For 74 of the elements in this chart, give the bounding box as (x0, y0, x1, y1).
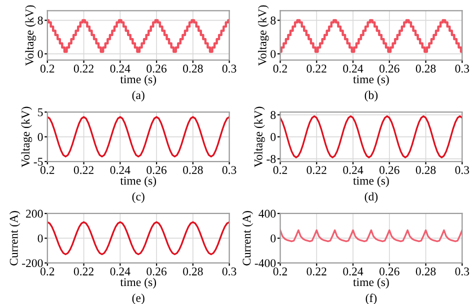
x-axis-title: time (s) (120, 74, 156, 86)
x-tick-label: 0.2 (40, 166, 54, 174)
x-tick-label: 0.26 (146, 64, 167, 73)
x-tick-label: 0.24 (343, 166, 364, 174)
x-tick-label: 0.26 (146, 166, 167, 174)
y-axis-title: Current (A) (242, 211, 254, 266)
y-tick-label: 8 (270, 111, 276, 120)
y-tick-label: 8 (38, 16, 43, 24)
x-tick-label: 0.3 (222, 64, 236, 73)
x-tick-label: 0.3 (455, 166, 470, 174)
text: (b) (364, 90, 378, 102)
x-axis-title: time (s) (353, 278, 389, 289)
x-tick-label: 0.28 (416, 64, 436, 73)
y-tick-label: 0 (270, 50, 276, 58)
x-tick-label: 0.3 (222, 267, 236, 276)
x-tick-label: 0.24 (110, 267, 130, 276)
x-tick-label: 0.3 (222, 166, 236, 174)
y-tick-label: 0 (38, 234, 43, 242)
x-axis-title: time (s) (353, 74, 389, 86)
x-tick-label: 0.26 (380, 267, 400, 276)
text: (e) (132, 294, 144, 304)
x-tick-label: 0.24 (110, 166, 130, 174)
y-tick-label: 0 (270, 234, 276, 242)
text: (a) (132, 90, 144, 102)
x-tick-label: 0.22 (306, 64, 326, 73)
y-tick-label: -400 (254, 259, 276, 268)
x-tick-label: 0.28 (416, 267, 436, 276)
x-tick-label: 0.2 (40, 267, 54, 276)
x-tick-label: 0.26 (380, 166, 400, 174)
text: (d) (364, 192, 378, 203)
x-tick-label: 0.26 (146, 267, 167, 276)
x-tick-label: 0.26 (380, 64, 400, 73)
x-tick-label: 0.2 (273, 267, 287, 276)
y-tick-label: -200 (22, 259, 43, 268)
y-tick-label: 0 (38, 133, 43, 142)
y-axis-title: Current (A) (10, 211, 20, 266)
y-tick-label: 5 (38, 108, 43, 116)
line-series (47, 116, 230, 158)
x-tick-label: 0.28 (416, 166, 436, 174)
y-tick-label: -5 (34, 158, 43, 166)
line-series (280, 115, 462, 158)
y-tick-label: 0 (38, 50, 43, 58)
x-tick-label: 0.22 (306, 267, 326, 276)
x-tick-label: 0.3 (455, 267, 470, 276)
x-tick-label: 0.22 (74, 267, 94, 276)
x-tick-label: 0.22 (306, 166, 326, 174)
y-tick-label: 0 (270, 133, 276, 142)
x-tick-label: 0.28 (183, 166, 203, 174)
y-tick-label: -8 (266, 155, 276, 163)
x-tick-label: 0.2 (273, 166, 287, 174)
y-axis-title: Voltage (kV) (21, 106, 32, 168)
x-tick-label: 0.22 (74, 64, 94, 73)
x-tick-label: 0.24 (343, 267, 364, 276)
x-axis-title: time (s) (120, 278, 156, 289)
y-tick-label: 200 (26, 210, 43, 218)
y-tick-label: 8 (270, 16, 276, 24)
y-axis-title: Voltage (kV) (254, 106, 265, 168)
x-tick-label: 0.3 (455, 64, 470, 73)
text: (f) (366, 294, 377, 304)
y-axis-title: Voltage (kV) (258, 5, 269, 66)
x-axis-title: time (s) (120, 176, 156, 188)
line-series (280, 229, 462, 242)
y-axis-title: Voltage (kV) (25, 5, 36, 66)
line-series (47, 221, 230, 256)
text: (c) (132, 192, 144, 203)
x-axis-title: time (s) (353, 176, 389, 188)
y-tick-label: 400 (258, 210, 276, 218)
x-tick-label: 0.24 (110, 64, 130, 73)
x-tick-label: 0.28 (183, 267, 203, 276)
x-tick-label: 0.22 (74, 166, 94, 174)
x-tick-label: 0.2 (273, 64, 287, 73)
x-tick-label: 0.28 (183, 64, 203, 73)
x-tick-label: 0.2 (40, 64, 54, 73)
x-tick-label: 0.24 (343, 64, 364, 73)
